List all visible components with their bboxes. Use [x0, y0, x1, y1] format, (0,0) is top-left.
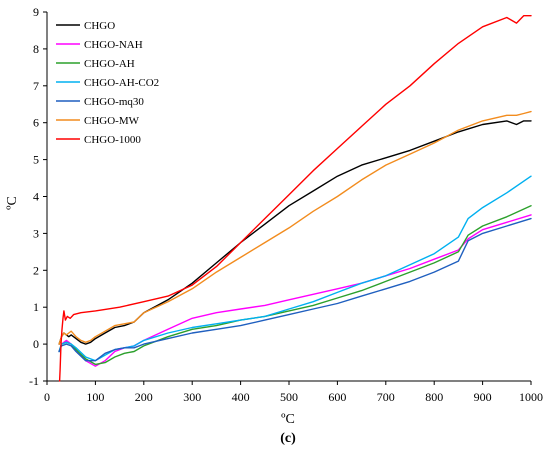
y-tick-label: 9: [33, 5, 39, 19]
legend-label-chgo-1000: CHGO-1000: [84, 134, 141, 146]
x-tick-label: 600: [328, 390, 346, 404]
y-tick-label: 5: [33, 153, 39, 167]
x-tick-label: 400: [232, 390, 250, 404]
series-lines: [58, 14, 532, 382]
y-tick-label: 0: [33, 337, 39, 351]
x-tick-label: 700: [377, 390, 395, 404]
y-tick-label: -1: [29, 374, 39, 388]
x-tick-label: 200: [135, 390, 153, 404]
legend-label-chgo-nah: CHGO-NAH: [84, 39, 143, 51]
x-tick-label: 800: [425, 390, 443, 404]
series-line-chgo-ah: [58, 204, 532, 366]
y-tick-label: 1: [33, 300, 39, 314]
legend: CHGO CHGO-NAH CHGO-AH CHGO-AH-CO2 CHGO-mq30 C…: [56, 20, 159, 146]
panel-label: (c): [280, 431, 296, 446]
y-axis-title: ºC: [5, 196, 20, 210]
x-tick-label: 0: [44, 390, 50, 404]
series-line-chgo-1000: [58, 14, 532, 382]
y-tick-label: 7: [33, 79, 39, 93]
axes: 0 100 200 300 400 500 600 700 800 900 1000 -1 0 1 2 3 4 5…: [29, 5, 543, 404]
y-tick-label: 3: [33, 226, 39, 240]
x-tick-label: 300: [183, 390, 201, 404]
legend-label-chgo-ah-co2: CHGO-AH-CO2: [84, 77, 159, 89]
x-tick-label: 900: [474, 390, 492, 404]
series-line-chgo-ah-co2: [58, 175, 532, 362]
series-line-chgo-nah: [58, 214, 532, 367]
y-tick-label: 8: [33, 42, 39, 56]
y-tick-label: 2: [33, 263, 39, 277]
series-line-chgo-mw: [58, 110, 532, 345]
series-line-chgo-mq30: [58, 217, 532, 362]
x-tick-label: 500: [280, 390, 298, 404]
legend-label-chgo: CHGO: [84, 20, 115, 32]
legend-label-chgo-mq30: CHGO-mq30: [84, 96, 144, 108]
x-tick-label: 1000: [519, 390, 543, 404]
legend-label-chgo-mw: CHGO-MW: [84, 115, 140, 127]
y-tick-label: 6: [33, 116, 39, 130]
legend-label-chgo-ah: CHGO-AH: [84, 58, 135, 70]
x-axis-title: ºC: [281, 412, 295, 427]
y-tick-label: 4: [33, 190, 39, 204]
x-tick-label: 100: [86, 390, 104, 404]
